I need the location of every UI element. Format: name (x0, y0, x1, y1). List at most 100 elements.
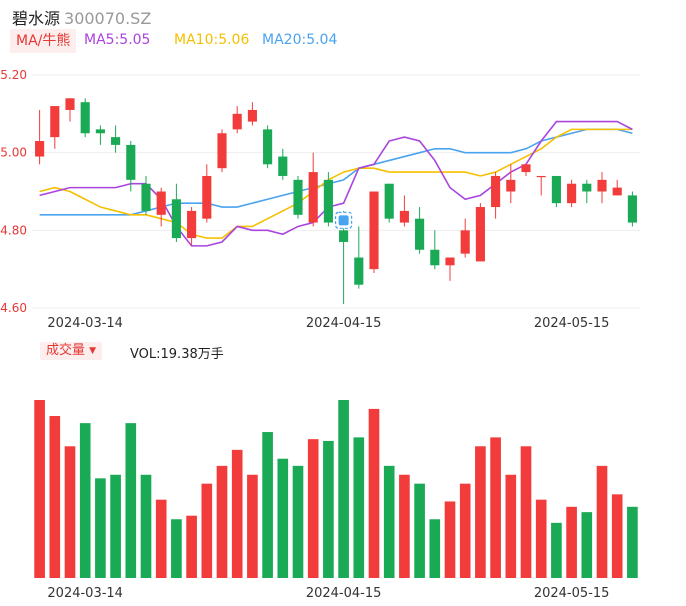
candle-body (399, 210, 409, 223)
candle (582, 179, 592, 204)
candle (232, 106, 242, 134)
candle-body (247, 109, 257, 122)
volume-bar (551, 522, 562, 578)
x-tick-label: 2024-04-15 (306, 586, 382, 601)
ma20-legend: MA20:5.04 (262, 32, 338, 48)
candle (278, 148, 288, 180)
candle (187, 207, 197, 246)
candle-body (126, 144, 136, 180)
volume-bar (566, 506, 577, 578)
candle-body (551, 175, 561, 204)
ma10-legend: MA10:5.06 (174, 32, 250, 48)
ma5-legend: MA5:5.05 (84, 32, 151, 48)
candle (95, 125, 105, 145)
volume-bar (34, 400, 45, 578)
volume-bar (231, 449, 243, 578)
volume-bar (520, 446, 532, 578)
candle-body (627, 195, 637, 223)
candle-body (35, 141, 45, 157)
candle (430, 230, 440, 270)
candle-body (384, 183, 394, 219)
candle (612, 179, 622, 196)
candle-body (369, 191, 379, 270)
price-axis: 5.20 5.00 4.80 4.60 (0, 68, 27, 315)
candle (567, 179, 577, 208)
candle (551, 175, 561, 208)
candle-body (65, 98, 75, 110)
candle (126, 141, 136, 192)
candle (506, 164, 516, 204)
candle (399, 195, 409, 227)
flag-marker-icon (335, 211, 353, 229)
volume-bar (581, 512, 593, 578)
candle (156, 187, 166, 227)
candle-body (232, 113, 242, 130)
candle (50, 106, 60, 149)
candle-body (415, 218, 425, 250)
x-tick-label: 2024-05-15 (534, 316, 610, 331)
volume-readout: VOL:19.38万手 (130, 347, 224, 362)
candle-body (156, 191, 166, 215)
candle-body (217, 133, 227, 169)
candle (369, 191, 379, 274)
volume-bar (49, 416, 61, 578)
volume-bar (155, 499, 167, 578)
candle (80, 98, 90, 138)
volume-bar (247, 474, 258, 578)
volume-bar (596, 465, 608, 578)
candle-series (35, 98, 637, 305)
volume-bar (201, 483, 213, 578)
candle (171, 183, 181, 242)
price-grid (32, 74, 640, 309)
candle-body (475, 207, 485, 262)
candle-body (430, 249, 440, 266)
volume-bar (307, 439, 319, 578)
candle-body (171, 199, 181, 239)
candle-body (278, 156, 288, 176)
volume-bar (383, 465, 395, 578)
volume-toggle-button[interactable]: 成交量 ▼ (40, 342, 103, 360)
candle-body (567, 183, 577, 204)
marker-fill (338, 215, 349, 226)
caret-down-icon: ▼ (89, 346, 97, 356)
candle (65, 98, 75, 122)
x-tick-label: 2024-03-14 (47, 586, 123, 601)
volume-bar (475, 446, 486, 578)
candle-body (612, 187, 622, 196)
moving-average-lines (39, 120, 633, 247)
candle (597, 172, 607, 204)
volume-bar (140, 474, 152, 578)
volume-bar (125, 423, 137, 578)
volume-bar (368, 408, 380, 578)
volume-bar (95, 478, 106, 578)
candle-body (202, 175, 212, 219)
candle (35, 109, 45, 165)
candle-body (323, 179, 333, 223)
ma-toggle-button[interactable]: MA/牛熊 (10, 29, 77, 53)
volume-bar (216, 465, 228, 578)
candle (263, 125, 273, 169)
volume-bar (444, 501, 456, 578)
volume-bar (79, 423, 91, 578)
candle (475, 203, 485, 262)
candle-body (263, 129, 273, 165)
candle-body (111, 137, 121, 145)
candle (323, 172, 333, 227)
candle-body (521, 164, 531, 173)
volume-bar (186, 515, 197, 578)
candle (415, 207, 425, 254)
candle-body (582, 183, 592, 192)
candle-body (50, 106, 60, 138)
date-axis-price: 2024-03-14 2024-04-15 2024-05-15 (47, 316, 609, 331)
candle (293, 175, 303, 219)
candle-body (460, 230, 470, 254)
candle-body (445, 257, 455, 266)
candle (354, 226, 364, 289)
candle-body (141, 183, 151, 211)
candle-body (491, 175, 501, 208)
volume-bar (399, 474, 410, 578)
candle-body (95, 129, 105, 134)
y-tick-label: 5.00 (0, 146, 27, 160)
